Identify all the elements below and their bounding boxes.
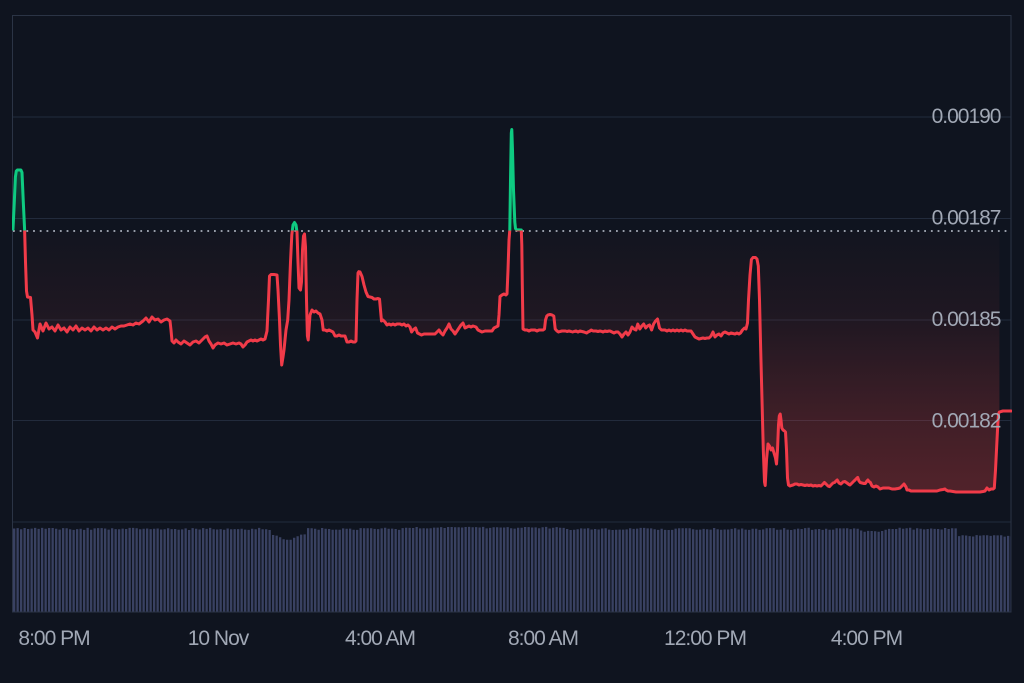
svg-text:0.00190: 0.00190 (932, 105, 1001, 128)
svg-text:12:00 PM: 12:00 PM (664, 627, 746, 650)
svg-text:0.00182: 0.00182 (932, 410, 1001, 433)
svg-text:4:00 PM: 4:00 PM (831, 627, 902, 650)
svg-text:10 Nov: 10 Nov (188, 627, 250, 650)
svg-text:8:00 AM: 8:00 AM (508, 627, 578, 650)
svg-text:4:00 AM: 4:00 AM (345, 627, 415, 650)
svg-text:0.00185: 0.00185 (932, 308, 1001, 331)
svg-text:0.00187: 0.00187 (932, 207, 1001, 230)
svg-text:8:00 PM: 8:00 PM (18, 627, 89, 650)
